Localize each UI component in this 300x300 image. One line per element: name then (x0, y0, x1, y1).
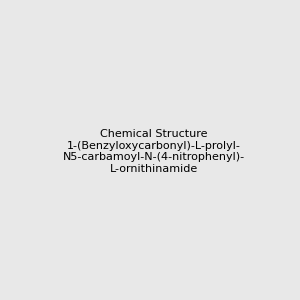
Text: Chemical Structure
1-(Benzyloxycarbonyl)-L-prolyl-
N5-carbamoyl-N-(4-nitrophenyl: Chemical Structure 1-(Benzyloxycarbonyl)… (63, 129, 245, 174)
